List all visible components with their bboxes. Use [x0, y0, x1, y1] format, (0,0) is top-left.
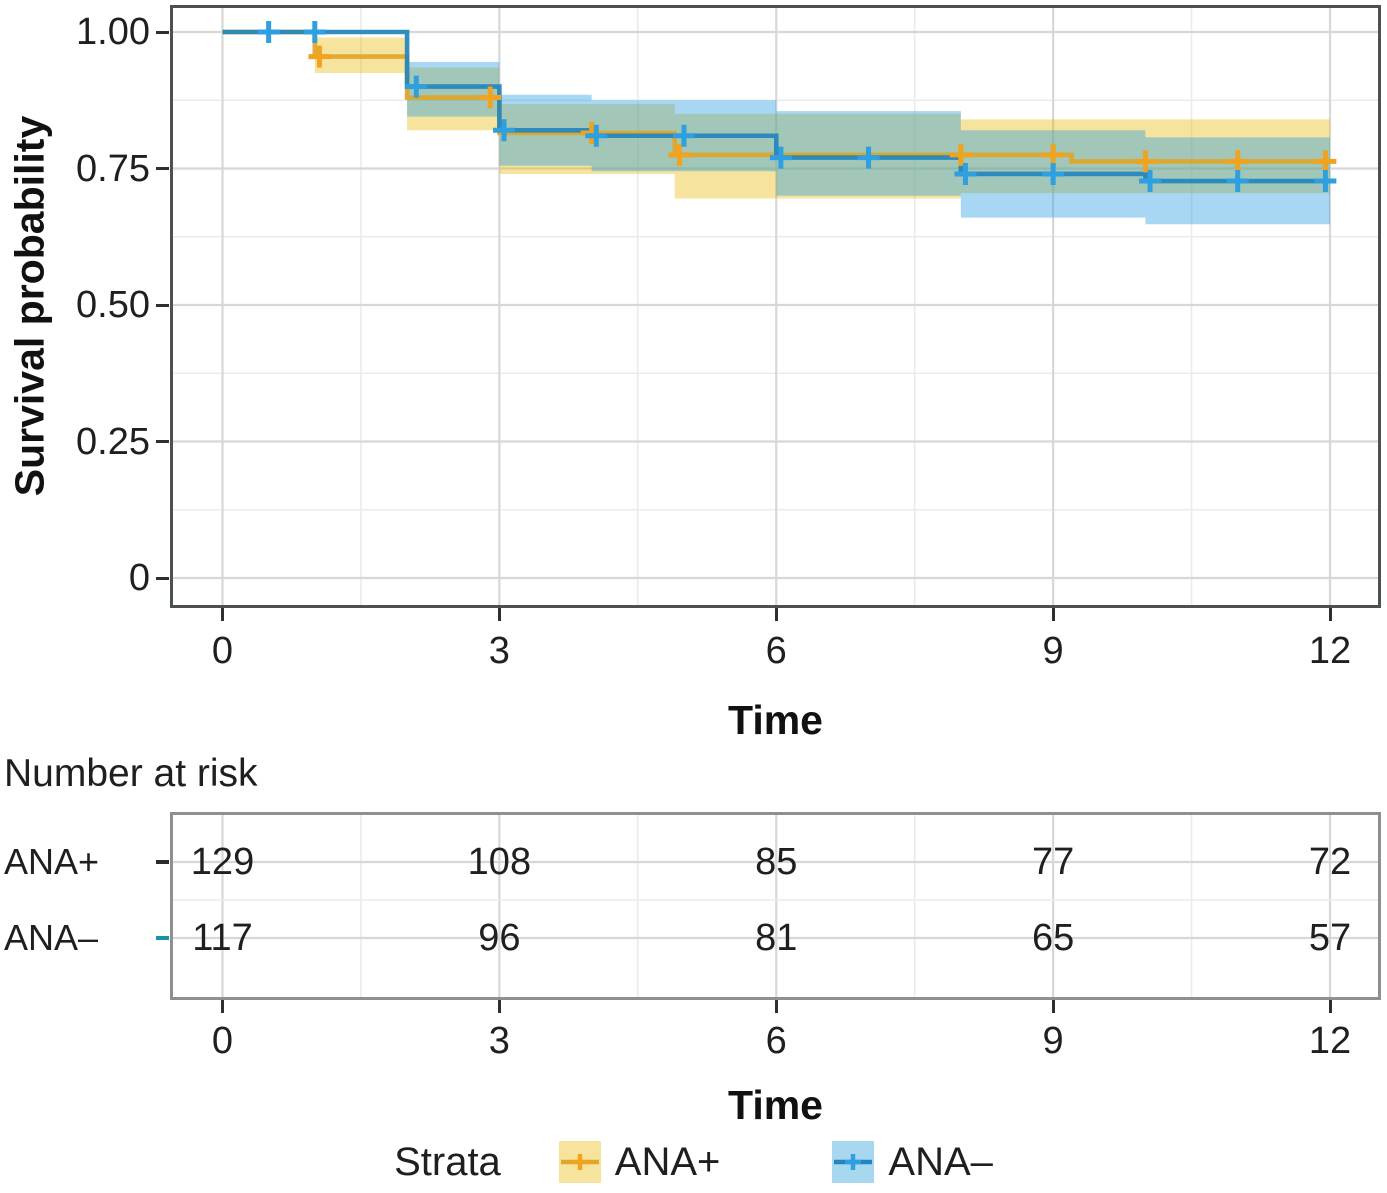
table-x-tick-label-2: 6 — [765, 1020, 787, 1062]
risk-table-border — [170, 812, 1381, 1000]
table-x-tick-label-0: 0 — [211, 1020, 234, 1062]
risk-value-row0-t1: 108 — [467, 841, 532, 883]
x-tick-label-3: 9 — [1042, 630, 1064, 672]
table-x-tick-label-4: 12 — [1308, 1020, 1352, 1062]
risk-value-row1-t2: 81 — [755, 917, 798, 959]
x-tick-mark-0 — [221, 608, 224, 621]
legend-item-ana-plus: ANA+ — [558, 1139, 721, 1185]
number-at-risk-title: Number at risk — [4, 752, 258, 795]
legend-item-ana-minus: ANA– — [832, 1140, 993, 1185]
risk-row-label-ana-plus: ANA+ — [4, 841, 100, 882]
risk-row-tick-ana-plus — [156, 860, 169, 864]
strata-legend: Strata ANA+ ANA– — [0, 1133, 1387, 1191]
x-tick-label-1: 3 — [488, 630, 510, 672]
table-x-tick-mark-3 — [1051, 1000, 1055, 1013]
risk-value-row1-t4: 57 — [1308, 917, 1352, 959]
risk-value-row0-t3: 77 — [1031, 841, 1075, 883]
table-x-axis-title: Time — [728, 1082, 823, 1128]
ci-band-ANA — [314, 37, 1331, 199]
legend-label-ana-minus: ANA– — [888, 1139, 993, 1184]
risk-value-row1-t1: 96 — [478, 917, 521, 959]
table-x-tick-mark-2 — [774, 1000, 778, 1013]
legend-swatch-censor-icon-0 — [571, 1154, 588, 1170]
x-tick-mark-4 — [1328, 608, 1332, 621]
legend-swatch-ana-plus — [558, 1141, 601, 1183]
legend-label-ana-plus: ANA+ — [614, 1139, 721, 1184]
x-tick-label-0: 0 — [211, 630, 234, 672]
plot-panel-border — [170, 5, 1381, 608]
table-x-tick-mark-0 — [221, 1000, 224, 1013]
legend-swatch-censor-icon-1 — [845, 1154, 862, 1170]
x-tick-mark-2 — [774, 608, 778, 621]
legend-title: Strata — [394, 1139, 501, 1184]
x-tick-mark-1 — [497, 608, 501, 621]
x-tick-label-2: 6 — [765, 630, 787, 672]
table-x-tick-label-1: 3 — [488, 1020, 510, 1062]
y-tick-label-3: 0.25 — [76, 420, 150, 463]
table-x-tick-label-3: 9 — [1042, 1020, 1064, 1062]
x-tick-label-4: 12 — [1308, 630, 1352, 672]
x-tick-mark-3 — [1051, 608, 1055, 621]
y-tick-label-0: 1.00 — [76, 11, 150, 53]
risk-value-row1-t0: 117 — [192, 917, 253, 959]
y-tick-mark-1 — [156, 167, 169, 170]
x-axis-title: Time — [728, 697, 823, 743]
censor-marks-ana-minus — [257, 21, 1337, 193]
ci-band-ANA — [407, 62, 1331, 225]
y-tick-label-1: 0.75 — [76, 147, 150, 190]
y-tick-label-2: 0.50 — [76, 284, 150, 326]
risk-table-panel — [170, 812, 1381, 1000]
y-tick-mark-4 — [156, 576, 169, 580]
survival-plot-panel — [170, 5, 1381, 608]
risk-value-row0-t0: 129 — [190, 841, 255, 883]
legend-swatch-ana-minus — [832, 1141, 875, 1183]
censor-marks-ana-plus — [308, 45, 1337, 173]
risk-value-row1-t3: 65 — [1031, 917, 1075, 959]
y-axis-title: Survival probability — [6, 115, 53, 497]
y-tick-label-4: 0 — [128, 557, 150, 599]
risk-row-label-ana-minus: ANA– — [4, 917, 99, 958]
y-tick-mark-2 — [156, 303, 169, 307]
y-tick-mark-3 — [156, 440, 169, 443]
table-x-tick-mark-1 — [497, 1000, 501, 1013]
risk-row-tick-ana-minus — [156, 936, 169, 940]
y-tick-mark-0 — [156, 30, 169, 34]
risk-value-row0-t4: 72 — [1308, 841, 1352, 883]
table-x-tick-mark-4 — [1328, 1000, 1332, 1013]
risk-value-row0-t2: 85 — [755, 841, 798, 883]
